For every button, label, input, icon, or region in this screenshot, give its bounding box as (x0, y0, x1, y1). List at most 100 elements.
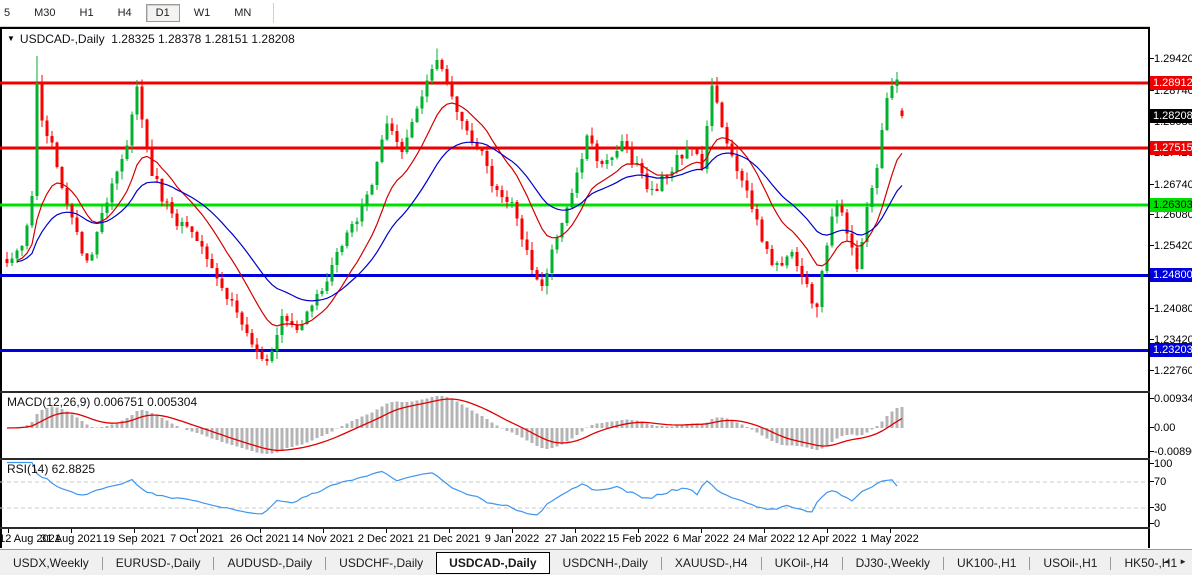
candle-body (310, 305, 314, 312)
candle-body (390, 123, 394, 132)
candle-body (525, 239, 529, 251)
price-chart-plot[interactable] (0, 28, 1148, 548)
candle-body (585, 135, 589, 160)
candle-body (35, 82, 39, 196)
candle-body (240, 312, 244, 325)
candle-body (470, 130, 474, 142)
symbol-tab-eurusd-daily[interactable]: EURUSD-,Daily (115, 556, 201, 570)
candle-body (665, 175, 669, 177)
symbol-tab-ukoil-h4[interactable]: UKOil-,H4 (774, 556, 829, 570)
symbol-tab-dj30-weekly[interactable]: DJ30-,Weekly (855, 556, 931, 570)
candle-body (830, 216, 834, 246)
candle-body (195, 231, 199, 241)
symbol-tab-usdx-weekly[interactable]: USDX,Weekly (13, 556, 89, 570)
symbol-tab-usdchf-daily[interactable]: USDCHF-,Daily (339, 556, 424, 570)
rsi-axis-tick: 100 (1150, 458, 1172, 470)
candle-body (510, 201, 514, 203)
symbol-tab-usdcad-daily[interactable]: USDCAD-,Daily (436, 551, 550, 574)
candle-body (60, 167, 64, 189)
symbol-tab-usoil-h1[interactable]: USOil-,H1 (1043, 556, 1098, 570)
macd-axis-tick: -0.008902 (1150, 446, 1192, 458)
chart-title-text: USDCAD-,Daily 1.28325 1.28378 1.28151 1.… (19, 32, 295, 46)
candle-body (410, 122, 414, 138)
candle-body (495, 186, 499, 190)
candle-body (355, 221, 359, 225)
candle-body (50, 136, 54, 143)
symbol-tab-xauusd-h4[interactable]: XAUUSD-,H4 (674, 556, 748, 570)
timeframe-button-H4[interactable]: H4 (117, 7, 132, 19)
candle-body (530, 250, 534, 271)
candle-body (180, 221, 184, 226)
timeframe-button-W1[interactable]: W1 (193, 7, 211, 19)
tab-scroll-left-icon[interactable]: ◄ (1163, 557, 1172, 566)
candle-body (320, 291, 324, 294)
timeframe-button-5[interactable]: 5 (4, 7, 11, 19)
candle-body (565, 207, 569, 223)
symbol-tab-hk50-h1[interactable]: HK50-,H1 (1124, 556, 1178, 570)
tab-scroll-controls: ◄ ► (1163, 556, 1187, 568)
candle-body (215, 268, 219, 279)
candle-body (805, 276, 809, 285)
candle-body (600, 160, 604, 165)
symbol-tab-audusd-daily[interactable]: AUDUSD-,Daily (227, 556, 313, 570)
candle-body (580, 159, 584, 173)
candle-body (740, 171, 744, 181)
candle-body (140, 86, 144, 120)
candle-body (515, 201, 519, 219)
timeframe-button-D1[interactable]: D1 (145, 4, 180, 22)
tab-scroll-right-icon[interactable]: ► (1179, 557, 1187, 566)
tab-divider (1110, 556, 1112, 570)
candle-body (45, 120, 49, 137)
candle-body (95, 232, 99, 255)
rsi-line (7, 461, 898, 516)
candle-body (170, 201, 174, 214)
date-axis-separator (0, 527, 1192, 529)
symbol-tab-usdcnh-daily[interactable]: USDCNH-,Daily (562, 556, 648, 570)
candle-body (70, 204, 74, 218)
candle-body (230, 299, 234, 301)
date-axis-tick (890, 529, 891, 533)
candle-body (800, 265, 804, 277)
timeframe-button-MN[interactable]: MN (234, 7, 252, 19)
timeframe-button-H1[interactable]: H1 (79, 7, 94, 19)
symbol-tab-uk100-h1[interactable]: UK100-,H1 (957, 556, 1017, 570)
candle-body (735, 155, 739, 172)
candle-body (535, 270, 539, 280)
timeframe-button-M30[interactable]: M30 (34, 7, 56, 19)
date-axis-tick (638, 529, 639, 533)
candle-body (725, 126, 729, 144)
rsi-axis-tick: 0 (1150, 518, 1160, 530)
candle-body (130, 114, 134, 146)
date-axis-label: 2 Dec 2021 (357, 533, 415, 545)
candle-body (475, 141, 479, 148)
price-axis-tick: 1.26740 (1150, 179, 1192, 191)
macd-axis-tick: 0.00 (1150, 422, 1175, 434)
candle-body (220, 278, 224, 289)
candle-body (700, 154, 704, 170)
candle-body (780, 262, 784, 266)
candle-body (765, 241, 769, 250)
candle-body (815, 303, 819, 308)
candle-body (650, 188, 654, 190)
collapse-indicator-icon[interactable]: ▼ (7, 34, 15, 43)
tab-divider (1029, 556, 1031, 570)
candle-body (895, 79, 899, 86)
candle-body (245, 324, 249, 334)
candle-body (85, 253, 89, 261)
candle-body (80, 231, 84, 254)
candle-body (160, 179, 164, 202)
candle-body (870, 188, 874, 208)
tab-divider (760, 556, 762, 570)
date-axis-label: 31 Aug 2021 (40, 533, 102, 545)
candle-body (415, 108, 419, 123)
candle-body (200, 240, 204, 247)
candle-body (750, 190, 754, 209)
candle-body (285, 315, 289, 321)
candle-body (840, 205, 844, 213)
candle-body (135, 86, 139, 115)
macd-pane-separator (0, 391, 1192, 393)
candle-body (555, 237, 559, 250)
date-axis-tick (764, 529, 765, 533)
ma-slow-line (16, 141, 903, 302)
